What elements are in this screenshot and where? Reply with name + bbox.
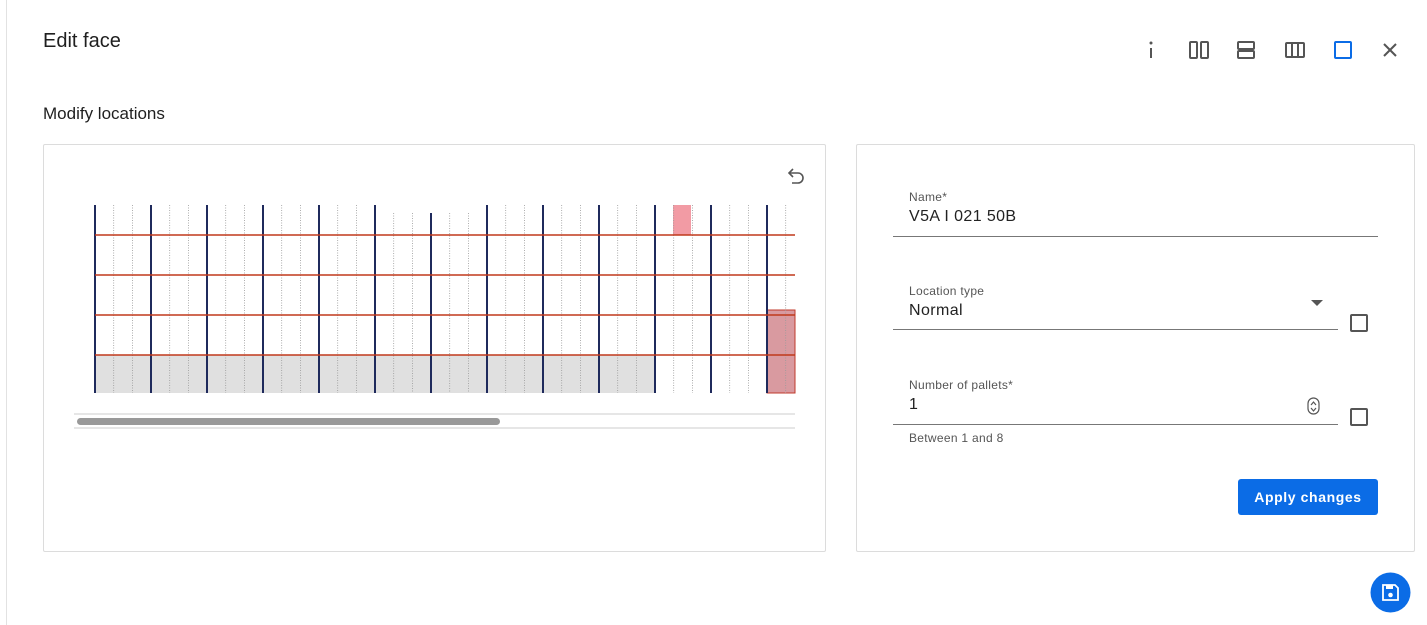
select-value[interactable]: Normal <box>909 302 963 319</box>
field-underline <box>893 329 1338 330</box>
single-view-icon[interactable] <box>1334 41 1352 59</box>
dialog-title: Edit face <box>43 30 121 52</box>
checkbox[interactable] <box>1350 408 1368 426</box>
scroll-thumb <box>77 418 500 425</box>
selected-location <box>766 309 796 394</box>
section-title: Modify locations <box>43 104 165 123</box>
split-horizontal-icon[interactable] <box>1237 41 1255 59</box>
save-fab[interactable] <box>1370 572 1411 613</box>
apply-button[interactable]: Apply changes <box>1238 479 1378 515</box>
field-label: Number of pallets* <box>909 378 1014 392</box>
field-underline <box>893 424 1338 425</box>
left-border <box>6 0 7 625</box>
split-vertical-icon[interactable] <box>1189 41 1209 59</box>
highlight-location <box>673 205 691 235</box>
field-value[interactable]: V5A I 021 50B <box>909 208 1017 225</box>
spinner[interactable] <box>1307 397 1321 415</box>
field-label: Name* <box>909 190 948 204</box>
three-columns-icon[interactable] <box>1285 42 1305 58</box>
helper-text: Between 1 and 8 <box>909 431 1004 445</box>
field-underline <box>893 236 1378 237</box>
rack-view <box>74 168 804 429</box>
undo-icon[interactable] <box>787 168 804 184</box>
rack-panel <box>43 144 826 552</box>
info-icon[interactable] <box>1149 41 1153 59</box>
dropdown-arrow[interactable] <box>1310 299 1324 307</box>
close-icon[interactable] <box>1383 43 1397 57</box>
checkbox[interactable] <box>1350 314 1368 332</box>
field-label: Location type <box>909 284 985 298</box>
toolbar <box>1149 41 1397 59</box>
number-value[interactable]: 1 <box>909 396 919 413</box>
